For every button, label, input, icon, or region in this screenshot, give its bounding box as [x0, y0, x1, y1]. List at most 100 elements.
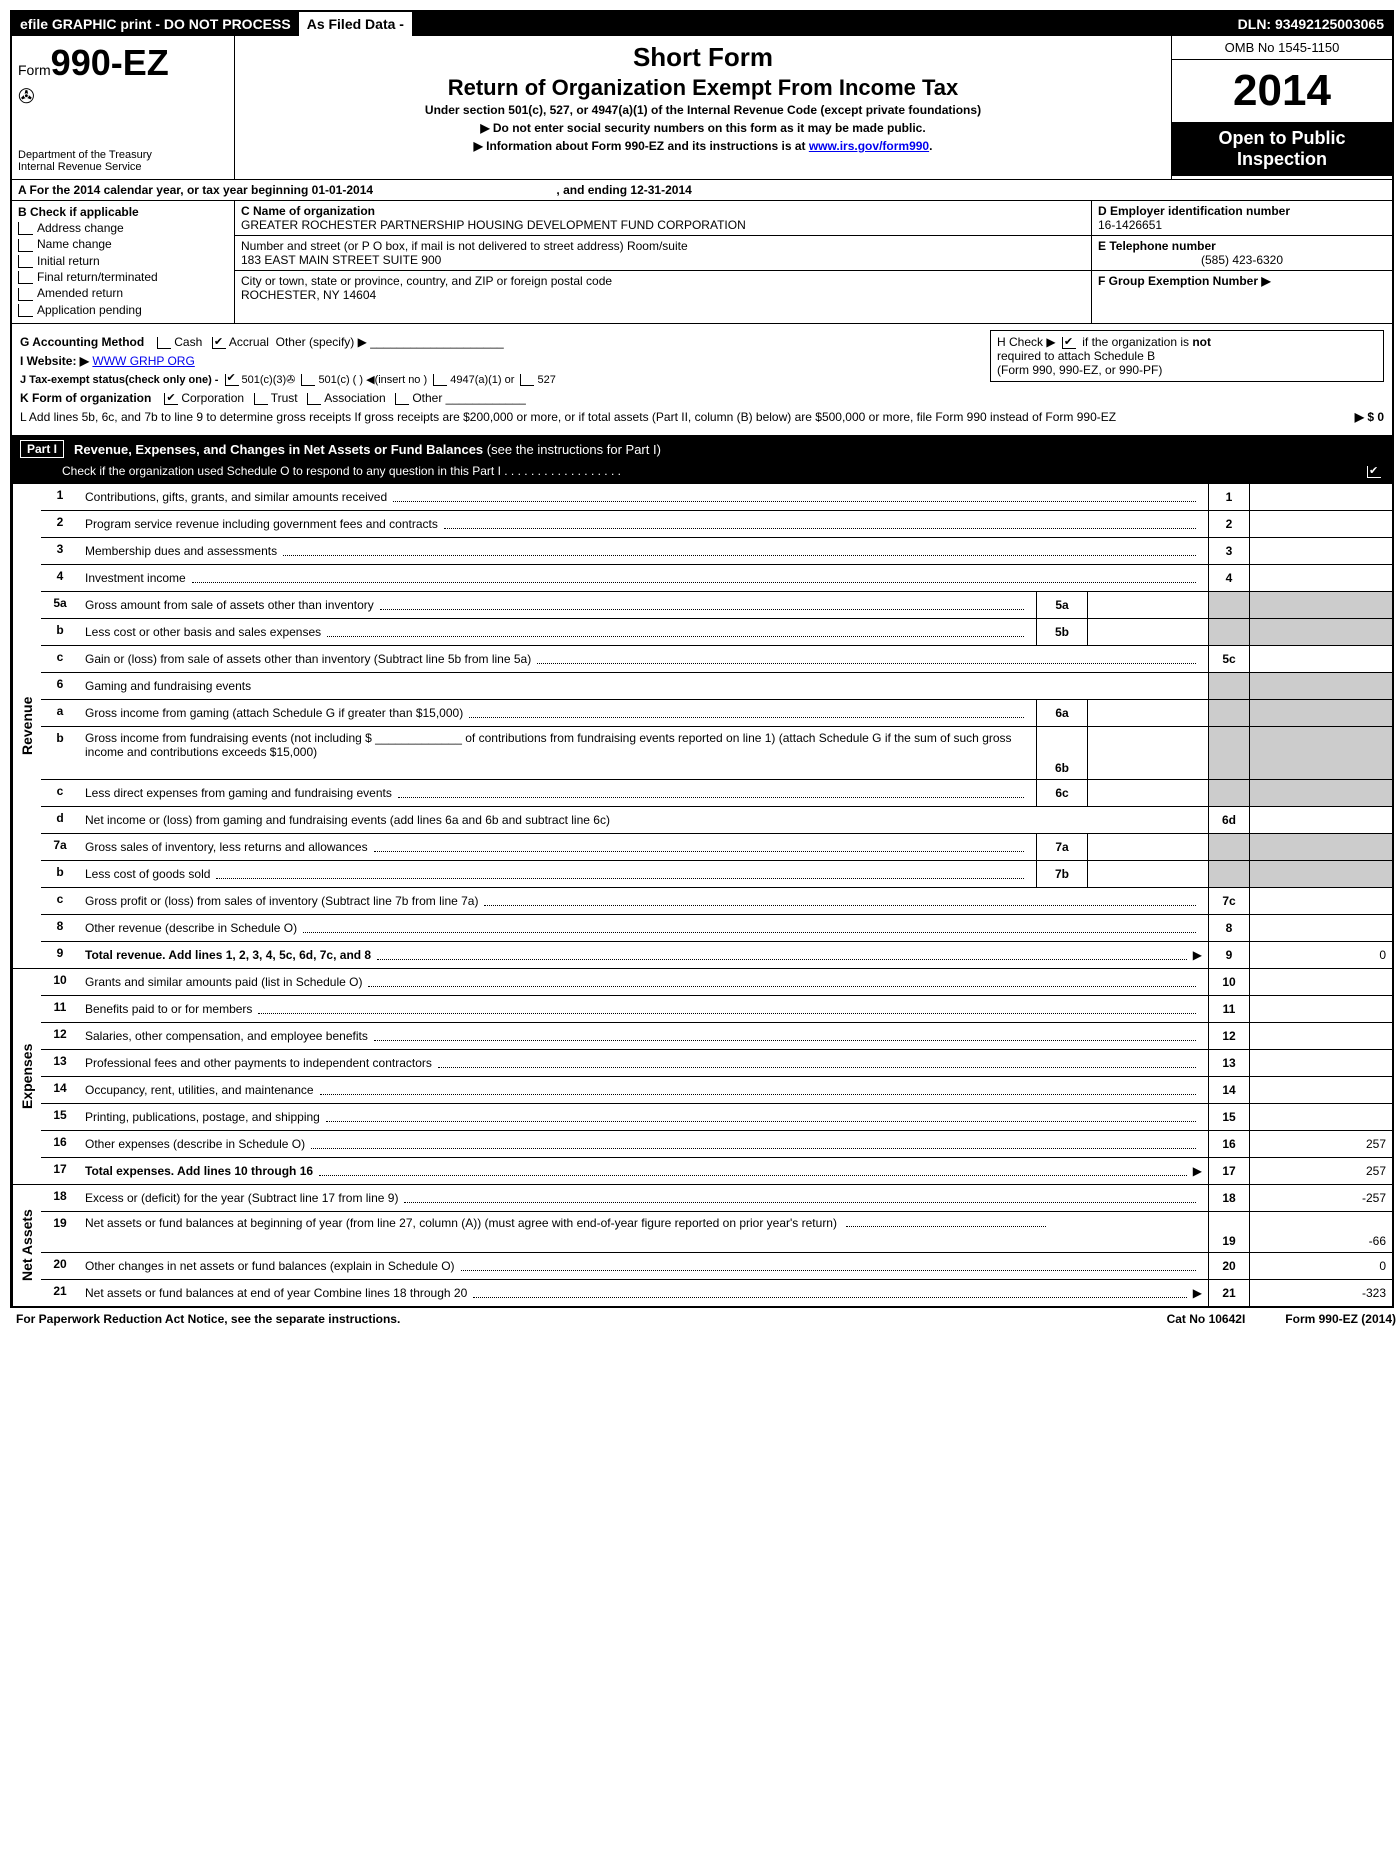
val-19: -66	[1249, 1212, 1392, 1252]
k-assoc-chk[interactable]	[307, 393, 321, 405]
line-2: 2Program service revenue including gover…	[41, 510, 1392, 537]
line-5c: cGain or (loss) from sale of assets othe…	[41, 645, 1392, 672]
part1-label: Part I	[20, 440, 64, 458]
header-left: Form990-EZ ✇ Department of the Treasury …	[12, 36, 235, 179]
subtitle: Under section 501(c), 527, or 4947(a)(1)…	[243, 103, 1163, 117]
part1-title: Revenue, Expenses, and Changes in Net As…	[74, 442, 661, 457]
j-4947-chk[interactable]	[433, 374, 447, 386]
section-bcd: B Check if applicable Address change Nam…	[12, 201, 1392, 324]
col-c: C Name of organization GREATER ROCHESTER…	[235, 201, 1091, 323]
col-d: D Employer identification number 16-1426…	[1091, 201, 1392, 323]
part1-sub-text: Check if the organization used Schedule …	[62, 464, 621, 478]
h-not: not	[1192, 335, 1211, 349]
revenue-lines: 1Contributions, gifts, grants, and simil…	[41, 484, 1392, 968]
line-6b: bGross income from fundraising events (n…	[41, 726, 1392, 779]
line-5a: 5aGross amount from sale of assets other…	[41, 591, 1392, 618]
line-7b: bLess cost of goods sold7b	[41, 860, 1392, 887]
dept-irs: Internal Revenue Service	[18, 161, 228, 173]
line-15: 15Printing, publications, postage, and s…	[41, 1103, 1392, 1130]
g-cash-chk[interactable]	[157, 337, 171, 349]
org-street: 183 EAST MAIN STREET SUITE 900	[241, 253, 1085, 267]
line-6: 6Gaming and fundraising events	[41, 672, 1392, 699]
k-other-chk[interactable]	[395, 393, 409, 405]
open-line1: Open to Public	[1174, 128, 1390, 149]
row-a-end: , and ending 12-31-2014	[556, 183, 691, 197]
h-checkbox[interactable]	[1062, 337, 1076, 349]
tel-value: (585) 423-6320	[1098, 253, 1386, 267]
c-street-label: Number and street (or P O box, if mail i…	[241, 239, 1085, 253]
line-21: 21Net assets or fund balances at end of …	[41, 1279, 1392, 1306]
col-b: B Check if applicable Address change Nam…	[12, 201, 235, 323]
j-501c3: 501(c)(3)	[242, 374, 287, 386]
line-6c: cLess direct expenses from gaming and fu…	[41, 779, 1392, 806]
line-l: L Add lines 5b, 6c, and 7b to line 9 to …	[20, 410, 1384, 424]
g-label: G Accounting Method	[20, 335, 144, 349]
line-3: 3Membership dues and assessments3	[41, 537, 1392, 564]
org-city: ROCHESTER, NY 14604	[241, 288, 1085, 302]
line-8: 8Other revenue (describe in Schedule O)8	[41, 914, 1392, 941]
line-6d: dNet income or (loss) from gaming and fu…	[41, 806, 1392, 833]
line-12: 12Salaries, other compensation, and empl…	[41, 1022, 1392, 1049]
chk-amended-return[interactable]: Amended return	[18, 286, 228, 300]
org-name: GREATER ROCHESTER PARTNERSHIP HOUSING DE…	[241, 218, 1085, 232]
c-street: Number and street (or P O box, if mail i…	[235, 236, 1091, 271]
omb-number: OMB No 1545-1150	[1172, 36, 1392, 60]
chk-name-change[interactable]: Name change	[18, 237, 228, 251]
k-trust: Trust	[271, 391, 298, 405]
h-mid: if the organization is	[1082, 335, 1189, 349]
b-header: B Check if applicable	[18, 205, 228, 219]
part1-sub-check[interactable]	[1364, 464, 1384, 478]
line-1: 1Contributions, gifts, grants, and simil…	[41, 484, 1392, 510]
line-9: 9Total revenue. Add lines 1, 2, 3, 4, 5c…	[41, 941, 1392, 968]
k-corp: Corporation	[181, 391, 244, 405]
open-public: Open to Public Inspection	[1172, 122, 1392, 176]
footer: For Paperwork Reduction Act Notice, see …	[10, 1308, 1400, 1330]
revenue-label: Revenue	[12, 484, 41, 968]
h-l4: (Form 990, 990-EZ, or 990-PF)	[997, 363, 1162, 377]
val-21: -323	[1249, 1280, 1392, 1306]
footer-form: Form 990-EZ (2014)	[1285, 1312, 1396, 1326]
title-short-form: Short Form	[243, 42, 1163, 73]
irs-link[interactable]: www.irs.gov/form990	[809, 139, 929, 153]
line-7a: 7aGross sales of inventory, less returns…	[41, 833, 1392, 860]
header: Form990-EZ ✇ Department of the Treasury …	[12, 36, 1392, 180]
efile-notice: efile GRAPHIC print - DO NOT PROCESS	[12, 12, 299, 36]
open-line2: Inspection	[1174, 149, 1390, 170]
group-exemption-label: F Group Exemption Number ▶	[1098, 274, 1271, 288]
mid-section: H Check ▶ if the organization is not req…	[12, 324, 1392, 436]
k-trust-chk[interactable]	[254, 393, 268, 405]
website-link[interactable]: WWW GRHP ORG	[92, 354, 194, 368]
form-990ez: efile GRAPHIC print - DO NOT PROCESS As …	[10, 10, 1394, 1308]
row-a: A For the 2014 calendar year, or tax yea…	[12, 180, 1392, 201]
g-accrual: Accrual	[229, 335, 269, 349]
line-13: 13Professional fees and other payments t…	[41, 1049, 1392, 1076]
c-city-label: City or town, state or province, country…	[241, 274, 1085, 288]
title-return: Return of Organization Exempt From Incom…	[243, 75, 1163, 101]
line-11: 11Benefits paid to or for members11	[41, 995, 1392, 1022]
chk-final-return[interactable]: Final return/terminated	[18, 270, 228, 284]
l-amount: ▶ $ 0	[1355, 410, 1384, 424]
j-527-chk[interactable]	[520, 374, 534, 386]
h-pre: H Check ▶	[997, 335, 1056, 349]
ein-label: D Employer identification number	[1098, 204, 1386, 218]
dln: DLN: 93492125003065	[1230, 12, 1392, 36]
top-bar: efile GRAPHIC print - DO NOT PROCESS As …	[12, 12, 1392, 36]
line-16: 16Other expenses (describe in Schedule O…	[41, 1130, 1392, 1157]
form-prefix: Form	[18, 62, 51, 78]
j-501c-chk[interactable]	[301, 374, 315, 386]
k-corp-chk[interactable]	[164, 393, 178, 405]
part1-header: Part I Revenue, Expenses, and Changes in…	[12, 436, 1392, 462]
line-14: 14Occupancy, rent, utilities, and mainte…	[41, 1076, 1392, 1103]
chk-application-pending[interactable]: Application pending	[18, 303, 228, 317]
c-name-label: C Name of organization	[241, 204, 1085, 218]
h-l3: required to attach Schedule B	[997, 349, 1155, 363]
k-other: Other	[412, 391, 442, 405]
j-label: J Tax-exempt status(check only one) -	[20, 374, 218, 386]
g-other: Other (specify) ▶	[276, 335, 367, 349]
box-h: H Check ▶ if the organization is not req…	[990, 330, 1384, 382]
g-accrual-chk[interactable]	[212, 337, 226, 349]
chk-initial-return[interactable]: Initial return	[18, 254, 228, 268]
line-10: 10Grants and similar amounts paid (list …	[41, 969, 1392, 995]
j-501c3-chk[interactable]	[225, 374, 239, 386]
chk-address-change[interactable]: Address change	[18, 221, 228, 235]
